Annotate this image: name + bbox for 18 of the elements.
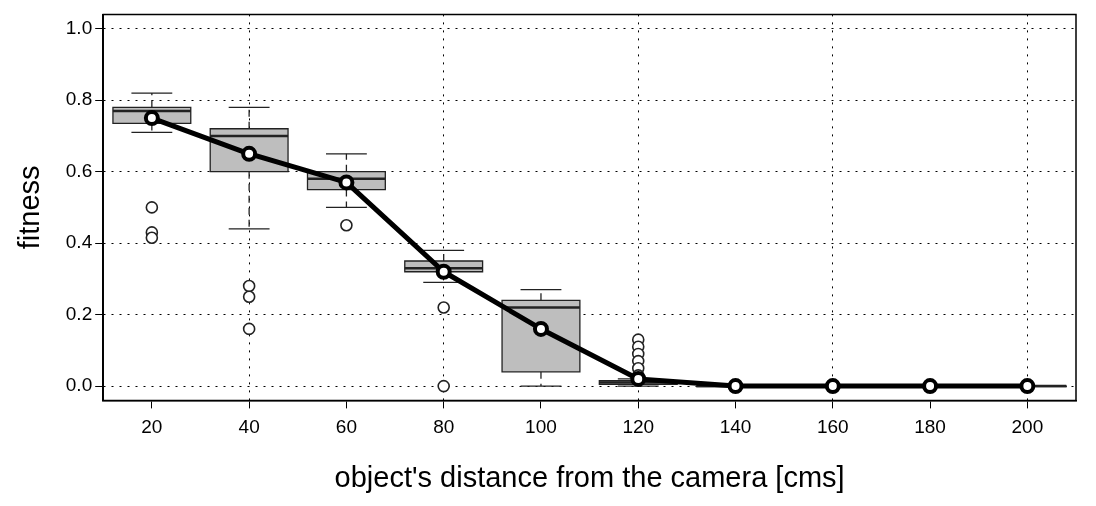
x-axis-title: object's distance from the camera [cms] — [334, 460, 845, 493]
x-tick-label: 40 — [238, 416, 260, 438]
y-tick-label: 0.8 — [65, 88, 93, 110]
x-tick-label: 160 — [816, 416, 849, 438]
x-tick-label: 100 — [525, 416, 557, 438]
x-tick-label: 120 — [622, 416, 655, 438]
y-tick-label: 0.2 — [65, 302, 93, 324]
x-tick-label: 140 — [719, 416, 752, 438]
x-tick-label: 20 — [141, 416, 163, 438]
x-tick-label: 180 — [914, 416, 946, 438]
y-tick-label: 0.4 — [65, 231, 93, 253]
y-tick-label: 0.0 — [65, 374, 93, 396]
y-tick-label: 0.6 — [65, 159, 93, 181]
x-tick-label: 200 — [1011, 416, 1044, 438]
y-axis-title: fitness — [13, 165, 46, 250]
x-tick-label: 60 — [335, 416, 357, 438]
y-tick-label: 1.0 — [65, 16, 93, 38]
x-tick-label: 80 — [433, 416, 455, 438]
